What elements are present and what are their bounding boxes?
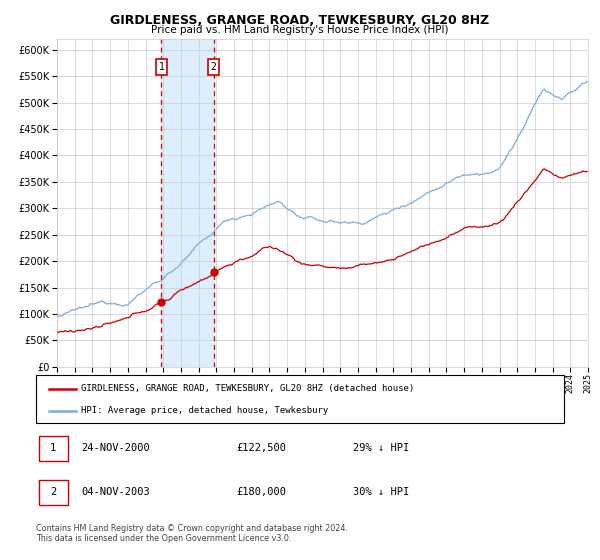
Text: £180,000: £180,000 xyxy=(236,487,287,497)
Text: 2: 2 xyxy=(50,487,56,497)
Text: 29% ↓ HPI: 29% ↓ HPI xyxy=(353,444,409,454)
Text: 2: 2 xyxy=(211,62,217,72)
Text: GIRDLENESS, GRANGE ROAD, TEWKESBURY, GL20 8HZ (detached house): GIRDLENESS, GRANGE ROAD, TEWKESBURY, GL2… xyxy=(81,384,414,393)
Text: £122,500: £122,500 xyxy=(236,444,287,454)
Bar xyxy=(38,436,68,461)
Text: HPI: Average price, detached house, Tewkesbury: HPI: Average price, detached house, Tewk… xyxy=(81,407,328,416)
Text: GIRDLENESS, GRANGE ROAD, TEWKESBURY, GL20 8HZ: GIRDLENESS, GRANGE ROAD, TEWKESBURY, GL2… xyxy=(110,14,490,27)
Text: 30% ↓ HPI: 30% ↓ HPI xyxy=(353,487,409,497)
Text: Price paid vs. HM Land Registry's House Price Index (HPI): Price paid vs. HM Land Registry's House … xyxy=(151,25,449,35)
Text: 24-NOV-2000: 24-NOV-2000 xyxy=(81,444,149,454)
Text: Contains HM Land Registry data © Crown copyright and database right 2024.
This d: Contains HM Land Registry data © Crown c… xyxy=(36,524,348,543)
Bar xyxy=(161,39,214,367)
Text: 04-NOV-2003: 04-NOV-2003 xyxy=(81,487,149,497)
Bar xyxy=(38,480,68,505)
Text: 1: 1 xyxy=(50,444,56,454)
Text: 1: 1 xyxy=(158,62,164,72)
